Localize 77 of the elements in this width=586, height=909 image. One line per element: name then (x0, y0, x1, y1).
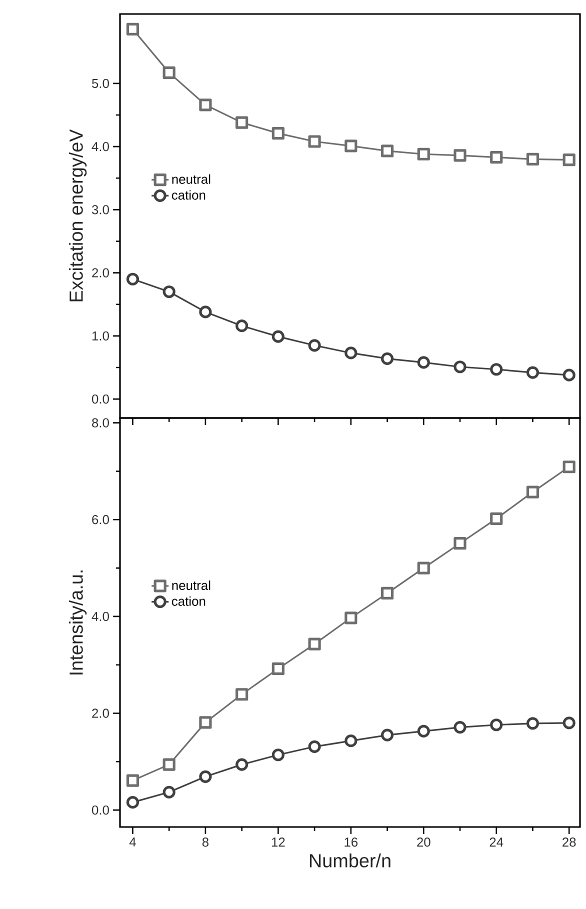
point (380, 728, 394, 742)
legend-label: neutral (172, 174, 210, 184)
point (162, 66, 176, 79)
point (417, 562, 430, 574)
point (344, 612, 358, 624)
point (162, 285, 176, 298)
point (126, 272, 140, 286)
y-tick-label: 5.0 (92, 78, 109, 88)
point (490, 512, 503, 525)
point (526, 152, 540, 166)
point (417, 724, 430, 738)
point (162, 758, 176, 771)
y-tick-label: 0.0 (92, 394, 109, 404)
point (272, 748, 284, 762)
point (380, 352, 394, 365)
point (380, 586, 394, 600)
point (454, 149, 466, 162)
y-axis-title: Excitation energy/eV (68, 129, 87, 302)
y-tick-label: 4.0 (92, 612, 109, 622)
y-tick-label: 6.0 (92, 515, 109, 524)
point (308, 740, 321, 753)
point (344, 140, 358, 152)
legend-label: cation (172, 190, 206, 200)
point (236, 116, 248, 129)
x-tick-label: 12 (272, 838, 285, 847)
x-tick-label: 20 (417, 838, 430, 847)
point (308, 638, 321, 650)
point (490, 718, 503, 732)
point (344, 734, 358, 748)
point (526, 366, 540, 379)
point (380, 144, 394, 158)
y-axis-title: Intensity/a.u. (68, 570, 87, 674)
y-tick-label: 2.0 (92, 268, 109, 278)
y-tick-label: 2.0 (92, 708, 109, 718)
point (199, 716, 212, 729)
point (417, 356, 430, 369)
point (454, 537, 466, 550)
point (126, 774, 140, 787)
point (417, 148, 430, 160)
point (490, 150, 503, 164)
x-tick-label: 4 (129, 838, 136, 846)
point (344, 346, 358, 360)
point (562, 716, 576, 730)
point (454, 360, 466, 374)
legend-label: neutral (172, 580, 210, 590)
point (272, 662, 284, 676)
y-tick-label: 3.0 (92, 205, 109, 214)
point (236, 758, 248, 771)
point (272, 330, 284, 343)
legend-label: cation (172, 596, 206, 606)
y-tick-label: 8.0 (92, 418, 109, 428)
point (490, 363, 503, 376)
point (126, 796, 140, 809)
point (562, 154, 576, 166)
point (199, 770, 212, 783)
point (199, 98, 212, 112)
x-axis-title: Number/n (310, 854, 390, 868)
point (526, 717, 540, 730)
x-tick-label: 24 (490, 838, 504, 847)
point (308, 339, 321, 352)
point (272, 127, 284, 140)
point (126, 22, 140, 36)
y-tick-label: 0.0 (92, 805, 109, 815)
point (562, 368, 576, 382)
point (308, 135, 321, 148)
y-tick-label: 4.0 (92, 142, 109, 152)
point (454, 720, 466, 734)
x-tick-label: 8 (202, 838, 208, 847)
y-tick-label: 1.0 (92, 331, 109, 341)
point (236, 320, 248, 332)
x-tick-label: 16 (344, 838, 358, 847)
point (162, 786, 176, 798)
point (562, 460, 576, 474)
point (236, 688, 248, 701)
point (526, 486, 540, 498)
point (199, 306, 212, 318)
x-tick-label: 28 (562, 838, 576, 847)
